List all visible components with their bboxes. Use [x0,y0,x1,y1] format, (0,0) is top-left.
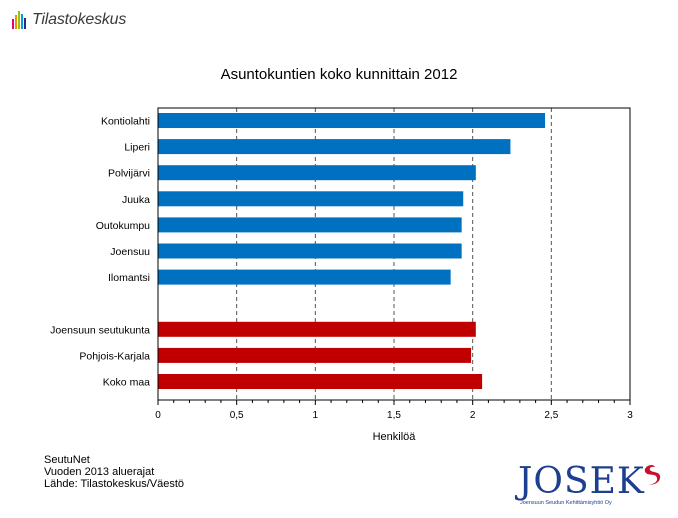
category-label: Joensuun seutukunta [50,324,150,336]
tilastokeskus-logo: Tilastokeskus [12,8,126,32]
category-label: Kontiolahti [101,116,150,128]
bar [158,347,472,363]
x-tick-label: 2,5 [544,410,558,421]
josek-swirl-icon [644,465,661,485]
category-label: Joensuu [110,246,150,258]
category-label: Koko maa [103,377,150,389]
category-label: Outokumpu [96,220,150,232]
x-tick-label: 0 [155,410,161,421]
x-axis: 0 0,5 1 1,5 2 2,5 3 [155,400,633,421]
bar [158,165,476,181]
category-label: Liperi [124,142,150,154]
bar [158,139,511,155]
x-tick-label: 1 [313,410,319,421]
category-label: Pohjois-Karjala [79,350,150,362]
bar [158,374,483,389]
x-tick-label: 2 [470,410,476,421]
category-label: Ilomantsi [108,272,150,284]
footer-line-3: Lähde: Tilastokeskus/Väestö [44,478,185,490]
bar [158,113,546,128]
x-axis-title: Henkilöä [373,431,417,443]
x-tick-label: 1,5 [387,410,401,421]
bar [158,217,462,233]
category-label: Polvijärvi [108,168,150,180]
category-labels: Kontiolahti Liperi Polvijärvi Juuka Outokump… [50,116,150,389]
x-tick-label: 3 [627,410,633,421]
footer-line-2: Vuoden 2013 aluerajat [44,466,155,478]
josek-logo: JOSEK Joensuun Seudun Kehittämisyhtiö Oy [516,464,666,510]
bar [158,269,451,285]
bar [158,191,464,207]
chart-bars [158,113,546,389]
tilastokeskus-logo-icon [12,11,26,29]
x-tick-label: 0,5 [230,410,244,421]
source-footer: SeutuNet Vuoden 2013 aluerajat Lähde: Ti… [44,454,184,490]
bar [158,243,462,259]
tilastokeskus-logo-text: Tilastokeskus [32,11,127,28]
bar [158,321,476,337]
josek-logo-word: JOSEK [518,461,645,502]
chart-title: Asuntokuntien koko kunnittain 2012 [220,66,458,83]
josek-logo-subtitle: Joensuun Seudun Kehittämisyhtiö Oy [520,500,612,506]
footer-line-1: SeutuNet [44,454,90,466]
category-label: Juuka [122,194,150,206]
